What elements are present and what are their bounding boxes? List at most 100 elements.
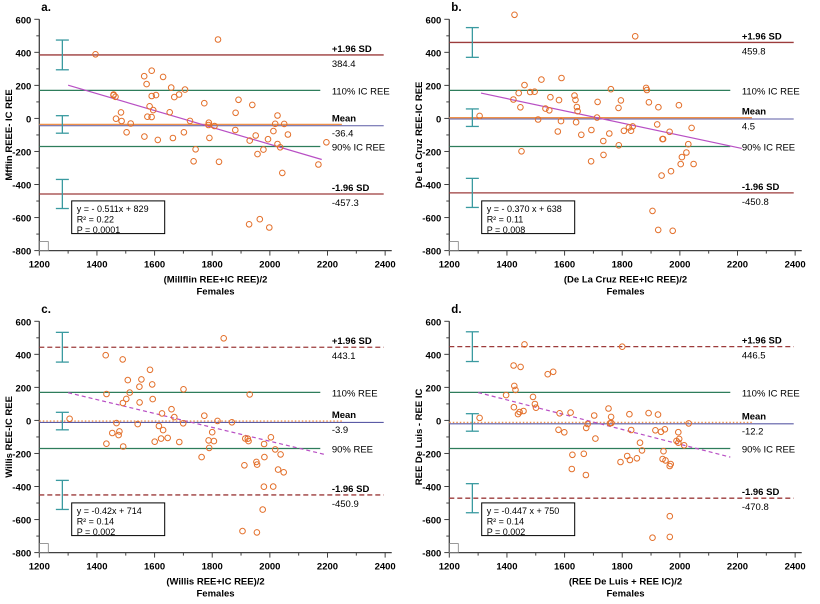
svg-text:R² = 0.14: R² = 0.14 (487, 516, 524, 526)
svg-text:d.: d. (451, 304, 461, 316)
svg-text:-400: -400 (12, 483, 31, 494)
svg-text:-457.3: -457.3 (332, 198, 359, 209)
svg-text:-1.96 SD: -1.96 SD (332, 484, 370, 495)
svg-text:1800: 1800 (202, 260, 223, 271)
svg-text:-1.96 SD: -1.96 SD (332, 183, 370, 194)
svg-text:-450.9: -450.9 (332, 499, 359, 510)
svg-text:y = -0.42x + 714: y = -0.42x + 714 (77, 506, 142, 516)
svg-text:R² = 0.22: R² = 0.22 (77, 214, 114, 224)
svg-text:-800: -800 (12, 247, 31, 258)
svg-text:Willis REE-IC REE: Willis REE-IC REE (4, 396, 15, 478)
svg-text:443.1: 443.1 (332, 351, 356, 362)
svg-text:110% IC REE: 110% IC REE (742, 86, 800, 97)
svg-text:2000: 2000 (669, 562, 690, 573)
svg-text:1600: 1600 (554, 562, 575, 573)
svg-text:-200: -200 (422, 449, 441, 460)
svg-text:2400: 2400 (375, 260, 396, 271)
svg-text:Females: Females (197, 287, 235, 298)
svg-text:2400: 2400 (785, 562, 806, 573)
svg-text:1600: 1600 (554, 260, 575, 271)
svg-text:0: 0 (26, 416, 31, 427)
svg-text:(Willis REE+IC REE)/2: (Willis REE+IC REE)/2 (166, 577, 264, 588)
svg-text:600: 600 (425, 15, 441, 26)
svg-text:-36.4: -36.4 (332, 128, 354, 139)
svg-text:90% IC REE: 90% IC REE (332, 143, 385, 154)
svg-text:Females: Females (607, 589, 645, 600)
svg-text:2000: 2000 (259, 562, 280, 573)
svg-text:-600: -600 (422, 214, 441, 225)
svg-text:(Millflin REE+IC REE)/2: (Millflin REE+IC REE)/2 (164, 275, 268, 286)
svg-text:y = - 0.370 x + 638: y = - 0.370 x + 638 (487, 204, 562, 214)
svg-text:400: 400 (425, 48, 441, 59)
svg-text:400: 400 (15, 48, 31, 59)
svg-text:1400: 1400 (86, 260, 107, 271)
svg-text:-800: -800 (422, 247, 441, 258)
svg-text:b.: b. (451, 2, 461, 14)
svg-text:1200: 1200 (439, 260, 460, 271)
svg-text:De La Cruz REE-IC REE: De La Cruz REE-IC REE (414, 82, 425, 189)
svg-text:600: 600 (15, 15, 31, 26)
svg-text:-200: -200 (12, 449, 31, 460)
svg-text:2200: 2200 (727, 562, 748, 573)
svg-text:110% IC REE: 110% IC REE (742, 388, 800, 399)
svg-text:Mfflin REEE- IC REE: Mfflin REEE- IC REE (4, 89, 15, 180)
svg-text:2400: 2400 (785, 260, 806, 271)
svg-text:200: 200 (15, 383, 31, 394)
svg-text:-470.8: -470.8 (742, 502, 769, 513)
svg-text:446.5: 446.5 (742, 351, 766, 362)
svg-text:-600: -600 (12, 214, 31, 225)
svg-text:+1.96 SD: +1.96 SD (742, 336, 782, 347)
svg-text:4.5: 4.5 (742, 122, 755, 133)
svg-text:1600: 1600 (144, 260, 165, 271)
svg-text:1400: 1400 (496, 562, 517, 573)
svg-text:110% REE: 110% REE (332, 388, 378, 399)
svg-text:2000: 2000 (669, 260, 690, 271)
svg-text:-450.8: -450.8 (742, 197, 769, 208)
svg-text:R² = 0.14: R² = 0.14 (77, 516, 114, 526)
svg-text:P = 0.0001: P = 0.0001 (77, 225, 121, 235)
svg-text:+1.96 SD: +1.96 SD (332, 336, 372, 347)
svg-text:+1.96 SD: +1.96 SD (332, 44, 372, 55)
svg-text:90% IC REE: 90% IC REE (742, 143, 795, 154)
svg-text:-800: -800 (422, 549, 441, 560)
svg-text:-1.96 SD: -1.96 SD (742, 487, 780, 498)
svg-text:1800: 1800 (612, 260, 633, 271)
svg-text:459.8: 459.8 (742, 47, 766, 58)
svg-text:Mean: Mean (332, 113, 356, 124)
svg-text:600: 600 (15, 317, 31, 328)
svg-text:-12.2: -12.2 (742, 426, 764, 437)
svg-text:1600: 1600 (144, 562, 165, 573)
svg-text:Mean: Mean (742, 411, 766, 422)
svg-text:1800: 1800 (612, 562, 633, 573)
svg-text:90% REE: 90% REE (332, 445, 373, 456)
svg-text:P = 0.002: P = 0.002 (487, 527, 526, 537)
svg-text:1200: 1200 (29, 562, 50, 573)
svg-text:400: 400 (15, 350, 31, 361)
svg-text:+1.96 SD: +1.96 SD (742, 32, 782, 43)
svg-text:0: 0 (436, 416, 441, 427)
svg-text:y = -0.447 x + 750: y = -0.447 x + 750 (487, 506, 560, 516)
svg-text:-400: -400 (422, 181, 441, 192)
svg-text:1200: 1200 (439, 562, 460, 573)
svg-text:c.: c. (41, 304, 51, 316)
svg-text:-3.9: -3.9 (332, 425, 348, 436)
svg-text:-400: -400 (422, 483, 441, 494)
svg-text:0: 0 (26, 114, 31, 125)
svg-text:-400: -400 (12, 181, 31, 192)
svg-text:2000: 2000 (259, 260, 280, 271)
svg-text:Females: Females (197, 589, 235, 600)
svg-text:(De La Cruz REE+IC REE)/2: (De La Cruz REE+IC REE)/2 (564, 275, 687, 286)
svg-text:2200: 2200 (317, 260, 338, 271)
svg-text:-800: -800 (12, 549, 31, 560)
svg-text:-600: -600 (12, 516, 31, 527)
svg-text:-1.96 SD: -1.96 SD (742, 182, 780, 193)
svg-text:200: 200 (425, 81, 441, 92)
svg-text:384.4: 384.4 (332, 59, 356, 70)
svg-text:-600: -600 (422, 516, 441, 527)
svg-text:REE De Luis - REE IC: REE De Luis - REE IC (414, 389, 425, 486)
svg-text:Females: Females (607, 287, 645, 298)
svg-text:2400: 2400 (375, 562, 396, 573)
svg-text:2200: 2200 (727, 260, 748, 271)
svg-text:P = 0.002: P = 0.002 (77, 527, 116, 537)
svg-text:600: 600 (425, 317, 441, 328)
